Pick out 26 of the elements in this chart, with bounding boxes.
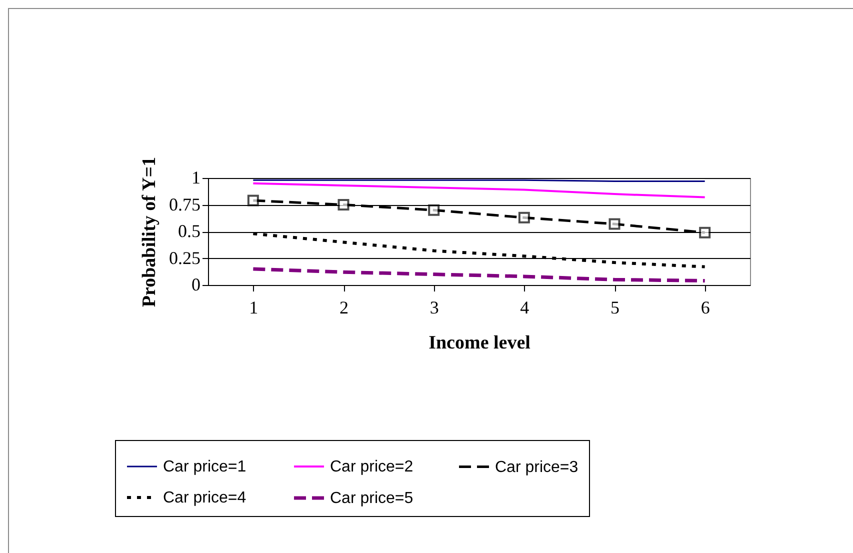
y-tick-label: 0.5 bbox=[178, 221, 200, 241]
x-tick-label: 1 bbox=[249, 298, 258, 318]
x-tick-label: 5 bbox=[610, 298, 620, 318]
legend-label: Car price=4 bbox=[163, 490, 246, 506]
legend-label: Car price=5 bbox=[330, 490, 414, 507]
point bbox=[518, 212, 530, 224]
x-tick-label: 3 bbox=[430, 298, 439, 318]
point bbox=[699, 226, 711, 238]
x-tick-label: 2 bbox=[340, 298, 348, 318]
line-series bbox=[252, 182, 706, 198]
point bbox=[428, 204, 440, 216]
legend-label: Car price=1 bbox=[163, 458, 246, 476]
y-tick-label: 0.75 bbox=[169, 194, 200, 214]
legend-label: Car price=3 bbox=[495, 458, 578, 476]
y-tick-label: 0 bbox=[192, 274, 200, 294]
y-tick-label: 1 bbox=[192, 168, 200, 188]
x-axis-title: Income level bbox=[428, 332, 530, 354]
point bbox=[247, 194, 259, 206]
x-tick-label: 4 bbox=[520, 298, 530, 318]
point bbox=[608, 218, 620, 230]
point bbox=[338, 199, 350, 210]
y-tick-label: 0.25 bbox=[169, 248, 200, 268]
y-axis-title: Probability of Y=1 bbox=[139, 156, 160, 308]
legend-label: Car price=2 bbox=[330, 458, 414, 476]
line-series bbox=[251, 267, 707, 282]
x-tick-label: 6 bbox=[700, 298, 710, 318]
